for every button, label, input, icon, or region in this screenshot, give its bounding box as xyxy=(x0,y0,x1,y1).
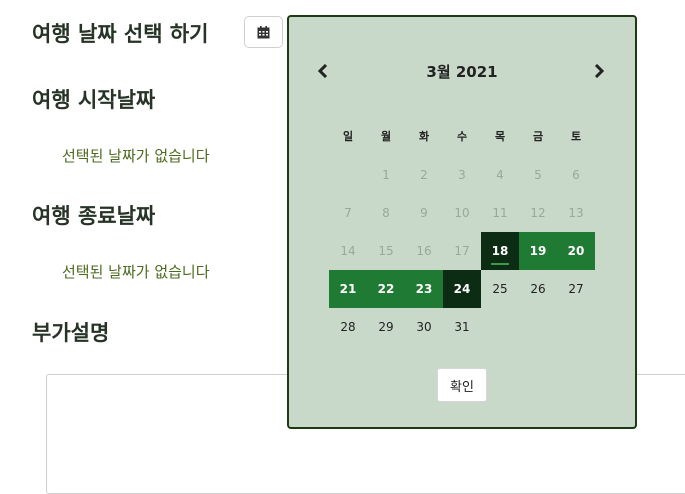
calendar-button[interactable] xyxy=(244,16,283,48)
calendar-day[interactable]: 24 xyxy=(443,270,481,308)
start-date-value: 선택된 날짜가 없습니다 xyxy=(62,147,210,165)
calendar-day: 8 xyxy=(382,206,390,220)
weekday-label: 토 xyxy=(570,130,582,143)
calendar-week-row: 28 29 30 31 xyxy=(329,308,595,346)
calendar-week-row: 1 2 3 4 5 6 xyxy=(329,156,595,194)
next-month-button[interactable] xyxy=(587,59,611,83)
calendar-day[interactable]: 23 xyxy=(405,270,443,308)
select-dates-heading: 여행 날짜 선택 하기 xyxy=(32,22,209,46)
calendar-day: 4 xyxy=(496,168,504,182)
calendar-day: 14 xyxy=(340,244,356,258)
calendar-day[interactable]: 25 xyxy=(492,282,508,296)
calendar-empty-cell xyxy=(519,308,557,346)
calendar-day[interactable]: 28 xyxy=(340,320,356,334)
calendar-day: 11 xyxy=(492,206,508,220)
calendar-day[interactable]: 19 xyxy=(519,232,557,270)
weekday-label: 일 xyxy=(342,130,354,143)
calendar-day[interactable]: 21 xyxy=(329,270,367,308)
calendar-week-row: 7 8 9 10 11 12 13 xyxy=(329,194,595,232)
calendar-day: 3 xyxy=(458,168,466,182)
datepicker-popup: 3월 2021 일 월 화 수 목 금 토 1 2 3 4 5 6 7 8 9 10 11 12 13 1… xyxy=(287,15,637,429)
confirm-button[interactable]: 확인 xyxy=(437,368,487,402)
calendar-day[interactable]: 31 xyxy=(454,320,470,334)
calendar-day[interactable]: 27 xyxy=(568,282,584,296)
prev-month-button[interactable] xyxy=(311,59,335,83)
calendar-day[interactable]: 26 xyxy=(530,282,546,296)
calendar-weeks: 1 2 3 4 5 6 7 8 9 10 11 12 13 14 15 16 17 18 19 20 21 22 23 24 2… xyxy=(329,156,595,346)
calendar-day: 5 xyxy=(534,168,542,182)
calendar-day[interactable]: 29 xyxy=(378,320,394,334)
calendar-icon xyxy=(257,25,270,38)
calendar-empty-cell xyxy=(557,308,595,346)
calendar-day: 15 xyxy=(378,244,394,258)
weekday-label: 월 xyxy=(380,130,392,143)
calendar-day: 16 xyxy=(416,244,432,258)
calendar-day[interactable]: 22 xyxy=(367,270,405,308)
end-date-value: 선택된 날짜가 없습니다 xyxy=(62,263,210,281)
calendar-day: 12 xyxy=(530,206,546,220)
weekday-header: 일 월 화 수 목 금 토 xyxy=(329,118,595,156)
calendar-day: 13 xyxy=(568,206,584,220)
calendar-day: 1 xyxy=(382,168,390,182)
extra-description-heading: 부가설명 xyxy=(32,321,110,345)
month-title: 3월 2021 xyxy=(426,63,498,81)
calendar-week-row: 21 22 23 24 25 26 27 xyxy=(329,270,595,308)
weekday-label: 목 xyxy=(494,130,506,143)
calendar-day: 9 xyxy=(420,206,428,220)
weekday-label: 화 xyxy=(418,130,430,143)
calendar-empty-cell xyxy=(329,156,367,194)
weekday-label: 수 xyxy=(456,130,468,143)
chevron-right-icon xyxy=(594,64,604,78)
chevron-left-icon xyxy=(318,64,328,78)
calendar-day[interactable]: 18 xyxy=(481,232,519,270)
calendar-grid: 일 월 화 수 목 금 토 1 2 3 4 5 6 7 8 9 10 11 12 13 14 15 16 17 1… xyxy=(329,118,595,346)
weekday-label: 금 xyxy=(532,130,544,143)
calendar-day: 17 xyxy=(454,244,470,258)
calendar-day: 7 xyxy=(344,206,352,220)
calendar-day[interactable]: 20 xyxy=(557,232,595,270)
calendar-day: 6 xyxy=(572,168,580,182)
end-date-heading: 여행 종료날짜 xyxy=(32,204,156,228)
start-date-heading: 여행 시작날짜 xyxy=(32,88,156,112)
calendar-week-row: 14 15 16 17 18 19 20 xyxy=(329,232,595,270)
calendar-empty-cell xyxy=(481,308,519,346)
calendar-day[interactable]: 30 xyxy=(416,320,432,334)
calendar-day: 10 xyxy=(454,206,470,220)
calendar-day: 2 xyxy=(420,168,428,182)
